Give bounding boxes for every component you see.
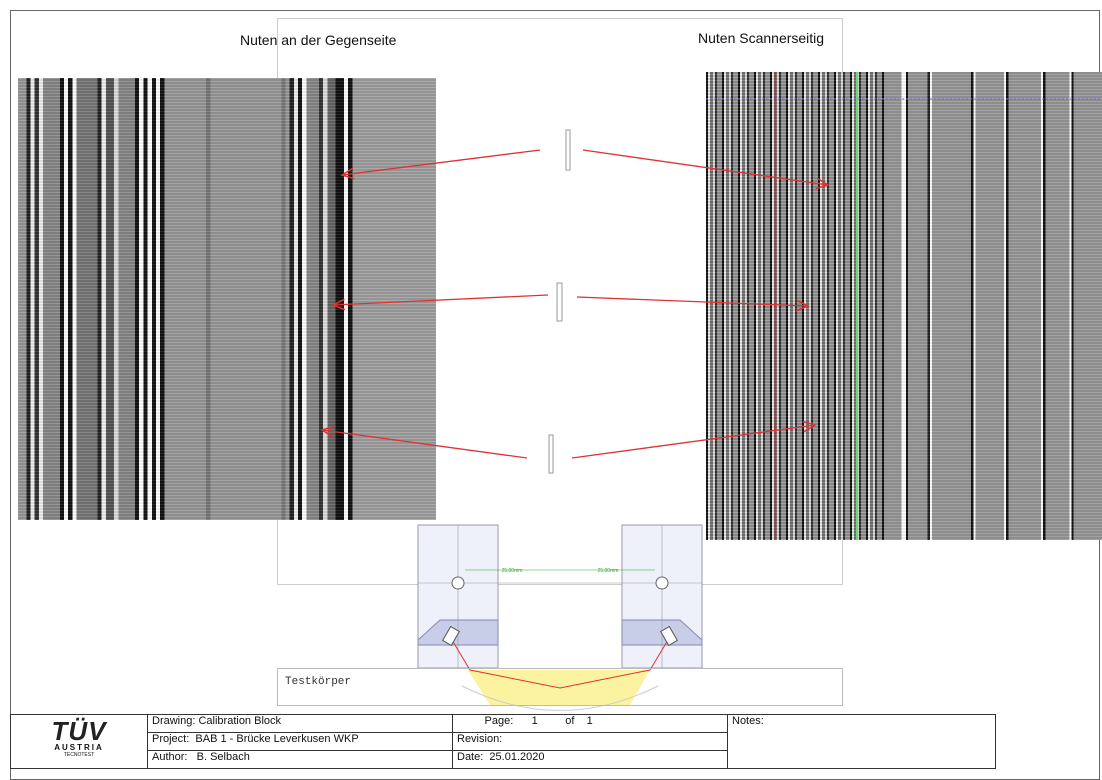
label: Drawing:	[152, 715, 195, 727]
label: of	[565, 715, 574, 727]
page: Calibration Block {"headings": {"left": …	[0, 0, 1102, 771]
logo: TÜV AUSTRIA TECNOTEST	[11, 715, 148, 769]
arrows	[322, 150, 828, 458]
value: B. Selbach	[197, 751, 250, 763]
label: Page:	[485, 715, 514, 727]
value: 1	[532, 715, 538, 727]
value: 25.01.2020	[489, 751, 544, 763]
logo-division: TECNOTEST	[15, 752, 143, 758]
document: Nuten an der Gegenseite Nuten Scannersei…	[0, 0, 1102, 771]
overlay: 25.00mm 25.00mm	[0, 0, 1102, 771]
part-label: Testkörper	[277, 668, 843, 706]
slots	[549, 130, 570, 473]
label: Project:	[152, 733, 189, 745]
label: Notes:	[732, 715, 764, 727]
value: BAB 1 - Brücke Leverkusen WKP	[195, 733, 358, 745]
value: Calibration Block	[198, 715, 281, 727]
value: 1	[587, 715, 593, 727]
label: Date:	[457, 751, 483, 763]
dimension: 25.00mm	[598, 568, 619, 574]
logo-country: AUSTRIA	[15, 743, 143, 752]
title-block: TÜV AUSTRIA TECNOTEST Drawing: Calibrati…	[10, 714, 996, 769]
dimension: 25.00mm	[502, 568, 523, 574]
logo-brand: TÜV	[15, 719, 143, 743]
label: Author:	[152, 751, 187, 763]
label: Revision:	[457, 733, 502, 745]
